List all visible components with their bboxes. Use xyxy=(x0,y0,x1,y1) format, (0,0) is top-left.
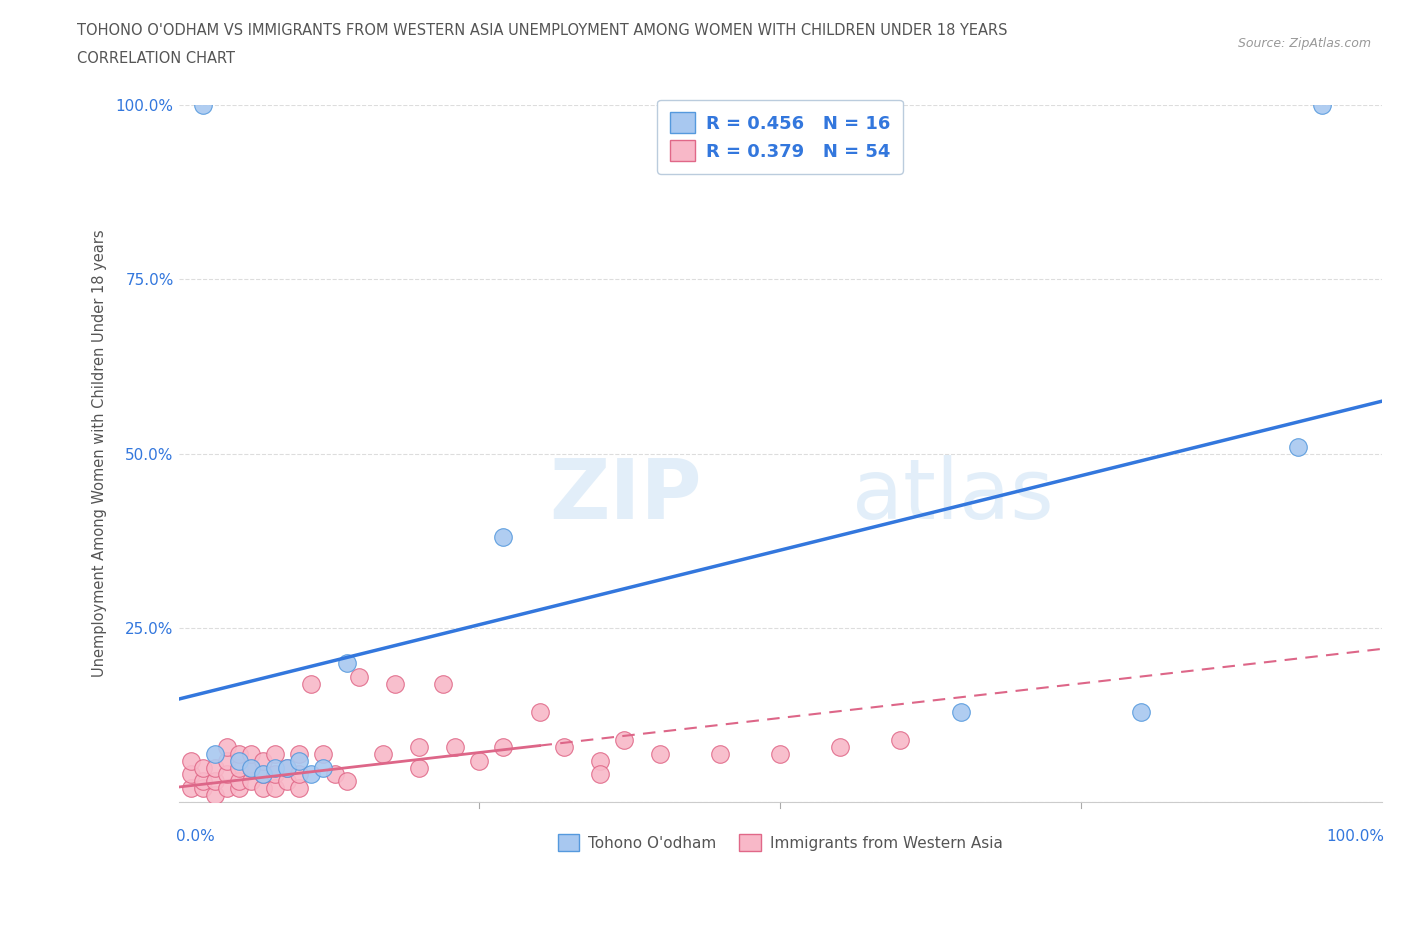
Point xyxy=(323,767,346,782)
Point xyxy=(299,676,322,691)
Text: atlas: atlas xyxy=(852,455,1054,536)
Point xyxy=(589,767,612,782)
Point xyxy=(263,746,285,761)
Point xyxy=(553,739,575,754)
Point xyxy=(215,739,238,754)
Text: Source: ZipAtlas.com: Source: ZipAtlas.com xyxy=(1237,37,1371,50)
Point xyxy=(648,746,671,761)
Point xyxy=(252,781,274,796)
Point xyxy=(263,767,285,782)
Text: 100.0%: 100.0% xyxy=(1326,829,1384,844)
Point xyxy=(204,788,226,803)
Point xyxy=(239,774,262,789)
Point xyxy=(215,753,238,768)
Point xyxy=(228,774,250,789)
Point xyxy=(252,753,274,768)
Point xyxy=(263,781,285,796)
Point xyxy=(276,774,298,789)
Point xyxy=(371,746,394,761)
Point xyxy=(288,753,311,768)
Point xyxy=(204,774,226,789)
Point xyxy=(204,746,226,761)
Point xyxy=(288,781,311,796)
Point xyxy=(384,676,406,691)
Point xyxy=(492,739,515,754)
Point xyxy=(228,781,250,796)
Point xyxy=(613,732,636,747)
Point xyxy=(468,753,491,768)
Text: ZIP: ZIP xyxy=(550,455,702,536)
Point xyxy=(191,774,214,789)
Point xyxy=(299,767,322,782)
Point xyxy=(1130,704,1153,719)
Point xyxy=(215,767,238,782)
Point xyxy=(252,767,274,782)
Legend: Tohono O'odham, Immigrants from Western Asia: Tohono O'odham, Immigrants from Western … xyxy=(551,828,1010,857)
Point xyxy=(228,760,250,775)
Point xyxy=(432,676,454,691)
Point xyxy=(347,670,370,684)
Point xyxy=(1286,439,1309,454)
Point xyxy=(529,704,551,719)
Point xyxy=(215,781,238,796)
Point xyxy=(336,656,359,671)
Point xyxy=(204,760,226,775)
Text: TOHONO O'ODHAM VS IMMIGRANTS FROM WESTERN ASIA UNEMPLOYMENT AMONG WOMEN WITH CHI: TOHONO O'ODHAM VS IMMIGRANTS FROM WESTER… xyxy=(77,23,1008,38)
Point xyxy=(709,746,731,761)
Point xyxy=(228,746,250,761)
Point xyxy=(180,753,202,768)
Point xyxy=(408,760,430,775)
Text: CORRELATION CHART: CORRELATION CHART xyxy=(77,51,235,66)
Point xyxy=(276,760,298,775)
Point xyxy=(191,760,214,775)
Point xyxy=(180,767,202,782)
Point xyxy=(444,739,467,754)
Point xyxy=(769,746,792,761)
Point xyxy=(239,760,262,775)
Point xyxy=(191,781,214,796)
Point xyxy=(180,781,202,796)
Y-axis label: Unemployment Among Women with Children Under 18 years: Unemployment Among Women with Children U… xyxy=(93,230,107,677)
Point xyxy=(288,767,311,782)
Point xyxy=(492,530,515,545)
Point xyxy=(312,760,335,775)
Point xyxy=(336,774,359,789)
Point xyxy=(889,732,911,747)
Point xyxy=(288,746,311,761)
Point xyxy=(408,739,430,754)
Point xyxy=(949,704,972,719)
Point xyxy=(830,739,852,754)
Text: 0.0%: 0.0% xyxy=(176,829,215,844)
Point xyxy=(276,760,298,775)
Point xyxy=(312,746,335,761)
Point xyxy=(263,760,285,775)
Point xyxy=(239,746,262,761)
Point xyxy=(228,753,250,768)
Point xyxy=(1310,98,1333,113)
Point xyxy=(191,98,214,113)
Point xyxy=(239,760,262,775)
Point xyxy=(589,753,612,768)
Point xyxy=(252,767,274,782)
